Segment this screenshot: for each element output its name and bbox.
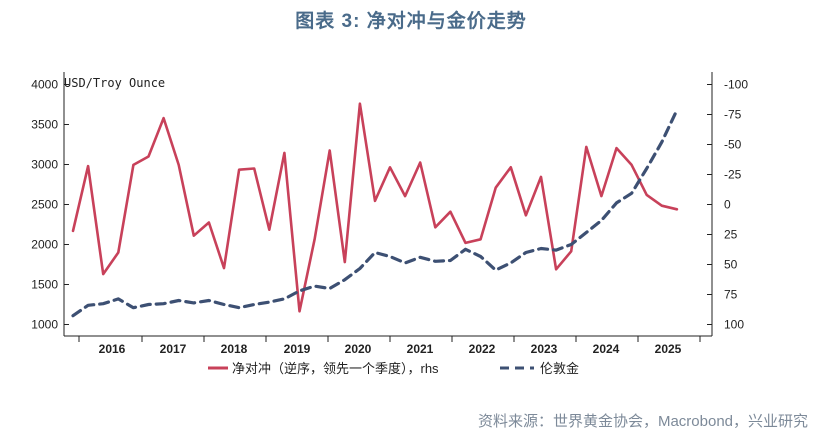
left-tick-label: 2500 <box>31 198 58 212</box>
gold-price-line <box>71 108 679 318</box>
x-tick-label: 2025 <box>655 342 682 356</box>
x-tick-label: 2016 <box>99 342 126 356</box>
source-note: 资料来源：世界黄金协会，Macrobond，兴业研究 <box>477 413 808 430</box>
legend-label-gold-price: 伦敦金 <box>540 361 579 376</box>
left-tick-label: 1000 <box>31 318 58 332</box>
x-tick-label: 2023 <box>531 342 558 356</box>
left-tick-label: 3500 <box>31 118 58 132</box>
x-tick-label: 2024 <box>593 342 620 356</box>
left-tick-label: 1500 <box>31 278 58 292</box>
right-tick-label: 100 <box>724 318 744 332</box>
right-tick-label: -50 <box>724 138 742 152</box>
x-tick-label: 2022 <box>469 342 496 356</box>
left-tick-label: 4000 <box>31 78 58 92</box>
right-tick-label: 25 <box>724 228 738 242</box>
x-tick-label: 2020 <box>345 342 372 356</box>
right-tick-label: -100 <box>724 78 748 92</box>
x-tick-label: 2021 <box>407 342 434 356</box>
chart-title: 图表 3: 净对冲与金价走势 <box>295 11 527 32</box>
left-tick-label: 3000 <box>31 158 58 172</box>
x-tick-label: 2018 <box>221 342 248 356</box>
legend-label-net-hedging: 净对冲（逆序，领先一个季度），rhs <box>232 361 439 376</box>
x-tick-label: 2019 <box>284 342 311 356</box>
net-hedging-line <box>71 102 679 313</box>
x-tick-label: 2017 <box>160 342 187 356</box>
left-axis-unit: USD/Troy Ounce <box>64 76 165 90</box>
right-tick-label: 0 <box>724 198 731 212</box>
right-tick-label: 75 <box>724 288 738 302</box>
right-tick-label: -25 <box>724 168 742 182</box>
right-tick-label: -75 <box>724 108 742 122</box>
left-tick-label: 2000 <box>31 238 58 252</box>
right-tick-label: 50 <box>724 258 738 272</box>
